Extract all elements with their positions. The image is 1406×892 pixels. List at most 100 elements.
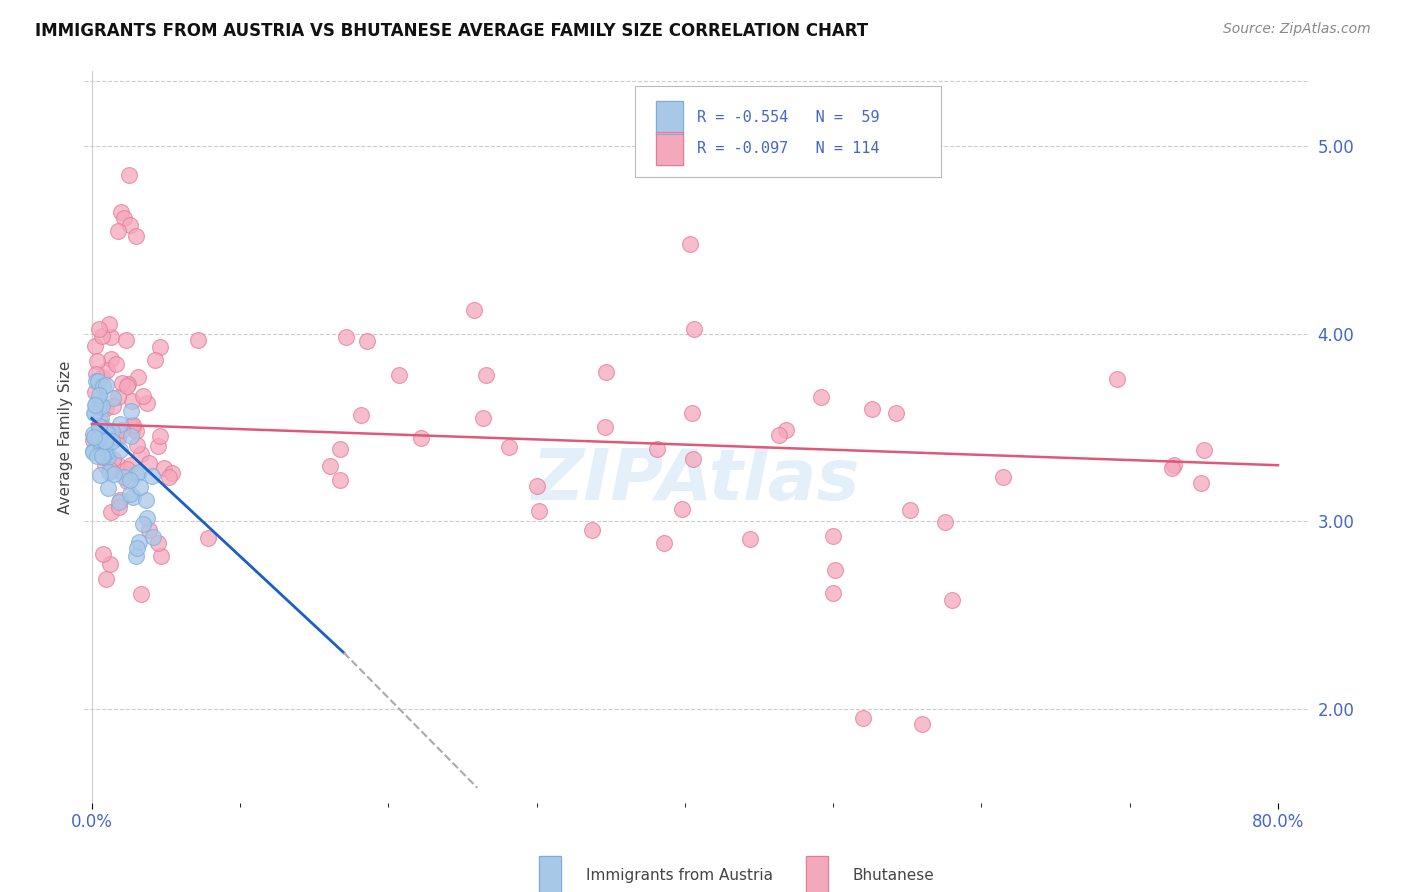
Point xyxy=(135,493,157,508)
Point xyxy=(91,369,114,384)
Point xyxy=(911,717,934,731)
Point xyxy=(100,330,122,344)
Point xyxy=(112,470,135,484)
Point xyxy=(652,536,675,550)
Point xyxy=(387,368,409,382)
Point xyxy=(118,168,141,182)
Point xyxy=(125,229,148,244)
Point xyxy=(991,470,1014,484)
Point xyxy=(100,505,122,519)
Point xyxy=(89,467,111,482)
Point xyxy=(91,547,114,561)
Point xyxy=(96,444,118,458)
Point xyxy=(122,417,145,432)
Point xyxy=(129,587,152,601)
Point xyxy=(101,391,124,405)
Point xyxy=(115,474,138,488)
Point xyxy=(87,387,110,401)
Point xyxy=(83,406,105,420)
Bar xyxy=(806,855,828,892)
Point xyxy=(141,469,163,483)
Point xyxy=(98,317,121,331)
Point xyxy=(120,218,142,232)
Point xyxy=(108,492,131,507)
Point xyxy=(110,443,132,458)
Point xyxy=(120,429,142,443)
Point xyxy=(187,333,209,347)
Bar xyxy=(540,855,561,892)
Point xyxy=(329,473,352,487)
Point xyxy=(852,711,875,725)
Point xyxy=(96,425,118,440)
Text: Bhutanese: Bhutanese xyxy=(852,869,935,883)
Point xyxy=(82,444,104,458)
Point xyxy=(121,458,143,472)
Point xyxy=(860,401,883,416)
Point xyxy=(125,424,148,438)
Point xyxy=(738,533,761,547)
Text: R = -0.097   N = 114: R = -0.097 N = 114 xyxy=(697,141,880,156)
Point xyxy=(132,517,155,532)
Point xyxy=(111,464,134,478)
Point xyxy=(122,421,145,435)
Point xyxy=(115,333,138,347)
Point xyxy=(136,395,159,409)
Point xyxy=(645,442,668,457)
Point xyxy=(101,434,124,448)
Point xyxy=(87,418,110,433)
Text: Immigrants from Austria: Immigrants from Austria xyxy=(586,869,773,883)
Point xyxy=(91,379,114,393)
Point xyxy=(82,433,104,447)
Point xyxy=(104,431,127,445)
Point xyxy=(120,473,142,487)
Point xyxy=(94,401,117,415)
Point xyxy=(93,420,115,434)
Point xyxy=(329,442,352,456)
Point xyxy=(356,334,378,348)
Point xyxy=(97,450,120,464)
Bar xyxy=(540,855,561,892)
Point xyxy=(84,385,107,400)
Point xyxy=(84,367,107,381)
Point xyxy=(335,330,357,344)
Point xyxy=(86,374,108,388)
Bar xyxy=(655,101,682,134)
Point xyxy=(498,440,520,454)
Text: IMMIGRANTS FROM AUSTRIA VS BHUTANESE AVERAGE FAMILY SIZE CORRELATION CHART: IMMIGRANTS FROM AUSTRIA VS BHUTANESE AVE… xyxy=(35,22,869,40)
Bar xyxy=(655,132,682,165)
Point xyxy=(94,437,117,451)
Point xyxy=(108,500,131,515)
Point xyxy=(595,365,617,379)
Point xyxy=(87,420,110,434)
Point xyxy=(682,451,704,466)
Point xyxy=(121,417,143,432)
Point xyxy=(101,451,124,466)
Point xyxy=(411,431,433,445)
Point xyxy=(84,406,107,420)
Point xyxy=(82,426,104,441)
Point xyxy=(1161,461,1184,475)
Point xyxy=(87,432,110,446)
Bar xyxy=(806,855,828,892)
Point xyxy=(91,428,114,442)
Point xyxy=(157,470,180,484)
Y-axis label: Average Family Size: Average Family Size xyxy=(58,360,73,514)
Point xyxy=(87,400,110,414)
Point xyxy=(107,390,129,404)
Point xyxy=(1105,372,1128,386)
Point xyxy=(1163,458,1185,473)
Point xyxy=(824,563,846,577)
Point xyxy=(97,481,120,495)
Point xyxy=(108,417,131,431)
Point xyxy=(131,447,153,461)
Point xyxy=(138,523,160,537)
Point xyxy=(117,377,139,392)
Point xyxy=(898,503,921,517)
Point xyxy=(143,353,166,368)
FancyBboxPatch shape xyxy=(636,86,941,178)
Point xyxy=(100,424,122,438)
Point xyxy=(127,369,149,384)
Point xyxy=(107,224,129,238)
Point xyxy=(108,495,131,509)
Point xyxy=(90,329,112,343)
